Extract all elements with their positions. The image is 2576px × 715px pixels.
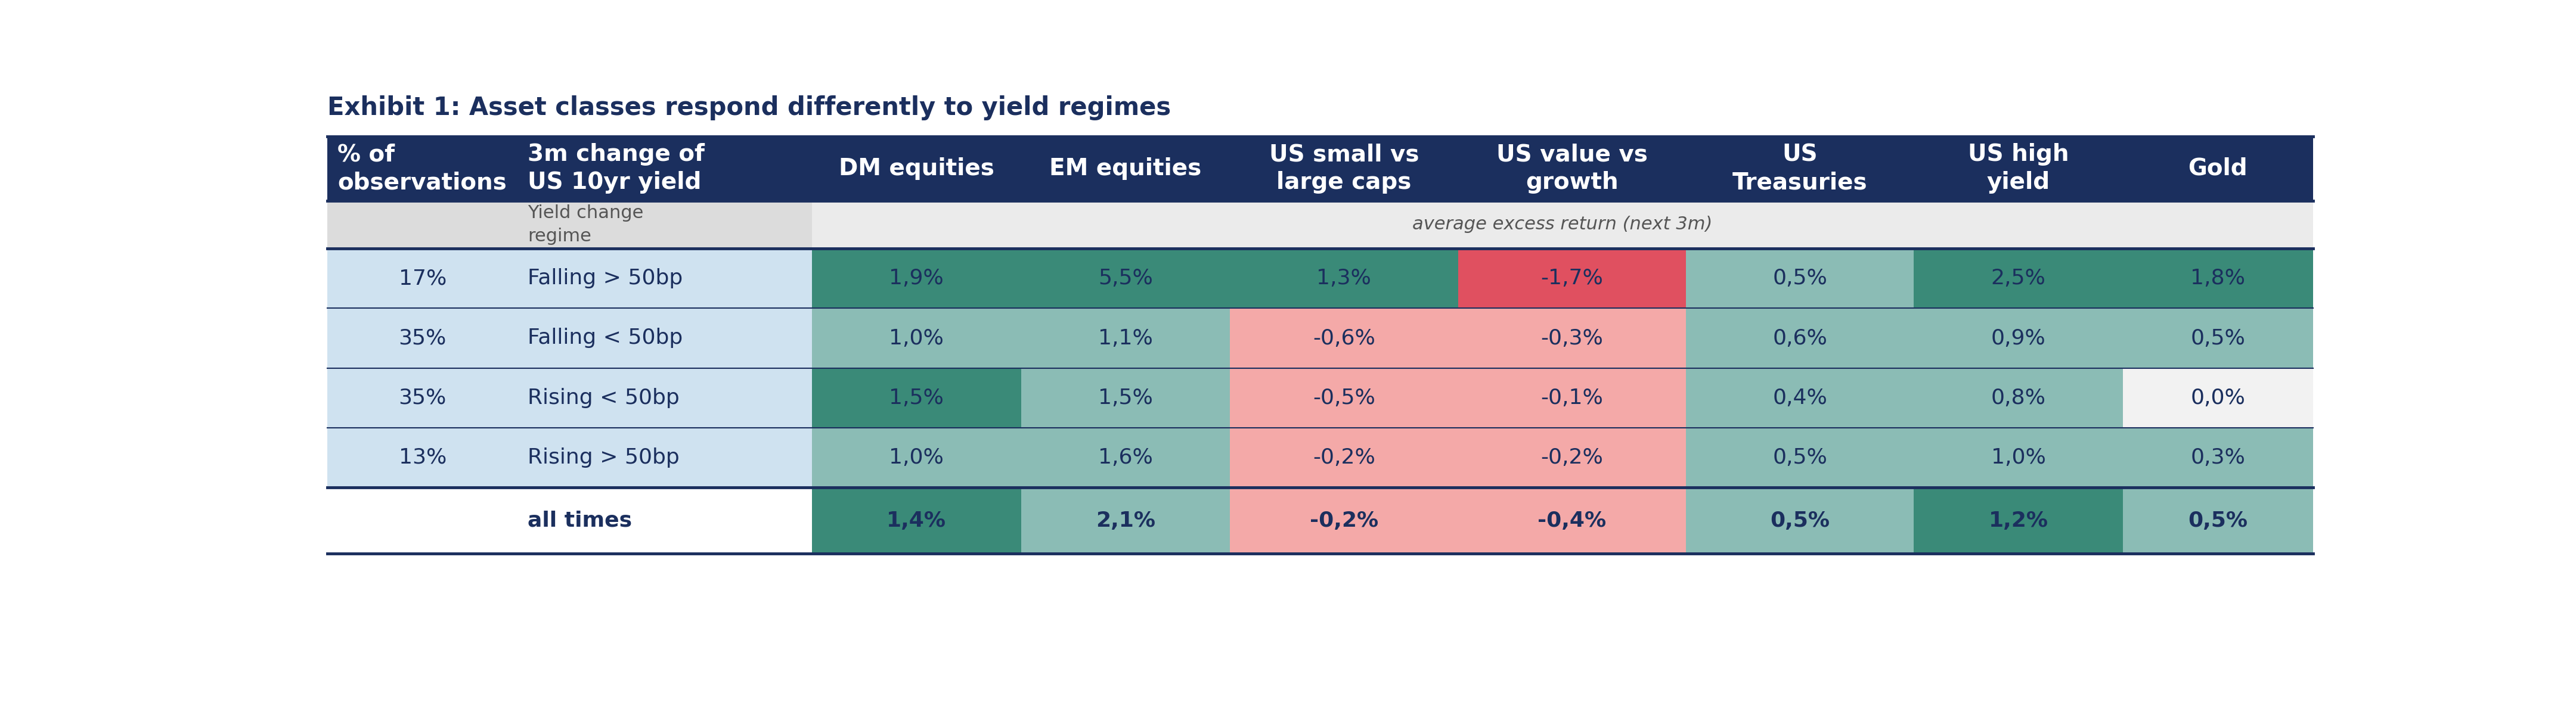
Text: 0,5%: 0,5% xyxy=(2190,328,2246,348)
Text: -0,1%: -0,1% xyxy=(1540,388,1602,408)
Text: 1,9%: 1,9% xyxy=(889,268,943,289)
Text: US high
yield: US high yield xyxy=(1968,143,2069,194)
Bar xyxy=(327,368,811,428)
Bar xyxy=(811,249,1020,308)
Text: 35%: 35% xyxy=(399,328,446,348)
Text: 1,8%: 1,8% xyxy=(2190,268,2246,289)
Bar xyxy=(327,200,811,249)
Bar xyxy=(1020,308,1229,368)
Text: 3m change of
US 10yr yield: 3m change of US 10yr yield xyxy=(528,143,706,194)
Bar xyxy=(2123,249,2313,308)
Text: 1,6%: 1,6% xyxy=(1097,448,1154,468)
Bar xyxy=(811,368,1020,428)
Text: -0,4%: -0,4% xyxy=(1538,511,1607,531)
Bar xyxy=(1020,249,1229,308)
Text: Yield change
regime: Yield change regime xyxy=(528,204,644,245)
Text: -0,2%: -0,2% xyxy=(1540,448,1602,468)
Text: 5,5%: 5,5% xyxy=(1097,268,1154,289)
Bar xyxy=(1914,308,2123,368)
Bar xyxy=(1020,368,1229,428)
Bar xyxy=(2123,308,2313,368)
Text: 1,0%: 1,0% xyxy=(889,448,943,468)
Text: -0,3%: -0,3% xyxy=(1540,328,1602,348)
Bar xyxy=(1685,249,1914,308)
Bar xyxy=(1229,487,1458,553)
Text: -0,6%: -0,6% xyxy=(1314,328,1376,348)
Bar xyxy=(327,487,811,553)
Bar xyxy=(1458,368,1685,428)
Bar xyxy=(327,137,2313,200)
Text: 1,0%: 1,0% xyxy=(1991,448,2045,468)
Text: US value vs
growth: US value vs growth xyxy=(1497,143,1649,194)
Bar xyxy=(1914,428,2123,487)
Bar xyxy=(2123,368,2313,428)
Text: 2,5%: 2,5% xyxy=(1991,268,2045,289)
Bar xyxy=(1020,428,1229,487)
Bar xyxy=(811,428,1020,487)
Text: Rising > 50bp: Rising > 50bp xyxy=(528,448,680,468)
Text: 1,5%: 1,5% xyxy=(889,388,943,408)
Text: Exhibit 1: Asset classes respond differently to yield regimes: Exhibit 1: Asset classes respond differe… xyxy=(327,95,1172,120)
Bar xyxy=(1685,368,1914,428)
Text: 35%: 35% xyxy=(399,388,446,408)
Text: Falling < 50bp: Falling < 50bp xyxy=(528,328,683,348)
Text: EM equities: EM equities xyxy=(1048,157,1200,179)
Bar xyxy=(327,428,811,487)
Text: all times: all times xyxy=(528,511,631,531)
Text: 0,6%: 0,6% xyxy=(1772,328,1826,348)
Bar xyxy=(811,487,1020,553)
Bar xyxy=(1458,487,1685,553)
Text: US small vs
large caps: US small vs large caps xyxy=(1270,143,1419,194)
Text: -0,2%: -0,2% xyxy=(1309,511,1378,531)
Bar xyxy=(327,249,811,308)
Text: Falling > 50bp: Falling > 50bp xyxy=(528,268,683,289)
Text: 0,5%: 0,5% xyxy=(1770,511,1829,531)
Bar xyxy=(1458,428,1685,487)
Bar xyxy=(811,308,1020,368)
Bar xyxy=(1458,308,1685,368)
Bar xyxy=(1229,249,1458,308)
Bar xyxy=(1914,249,2123,308)
Text: 0,5%: 0,5% xyxy=(2187,511,2249,531)
Text: DM equities: DM equities xyxy=(840,157,994,179)
Bar xyxy=(1458,249,1685,308)
Text: 0,0%: 0,0% xyxy=(2190,388,2246,408)
Text: 0,5%: 0,5% xyxy=(1772,448,1826,468)
Text: 0,8%: 0,8% xyxy=(1991,388,2045,408)
Text: 0,3%: 0,3% xyxy=(2190,448,2246,468)
Text: 17%: 17% xyxy=(399,268,446,289)
Text: 2,1%: 2,1% xyxy=(1095,511,1154,531)
Text: 0,4%: 0,4% xyxy=(1772,388,1826,408)
Text: Gold: Gold xyxy=(2187,157,2249,179)
Text: US
Treasuries: US Treasuries xyxy=(1731,143,1868,194)
Bar xyxy=(1685,428,1914,487)
Bar xyxy=(1914,368,2123,428)
Text: Rising < 50bp: Rising < 50bp xyxy=(528,388,680,408)
Text: % of
observations: % of observations xyxy=(337,143,507,194)
Bar xyxy=(2123,428,2313,487)
Text: 1,0%: 1,0% xyxy=(889,328,943,348)
Text: -0,2%: -0,2% xyxy=(1314,448,1376,468)
Text: 13%: 13% xyxy=(399,448,446,468)
Bar xyxy=(1229,368,1458,428)
Bar xyxy=(811,200,2313,249)
Bar xyxy=(1685,308,1914,368)
Text: -1,7%: -1,7% xyxy=(1540,268,1602,289)
Bar xyxy=(1229,308,1458,368)
Text: 1,4%: 1,4% xyxy=(886,511,945,531)
Text: average excess return (next 3m): average excess return (next 3m) xyxy=(1412,216,1713,233)
Bar xyxy=(1229,428,1458,487)
Text: 1,3%: 1,3% xyxy=(1316,268,1370,289)
Text: 1,5%: 1,5% xyxy=(1097,388,1154,408)
Bar xyxy=(327,308,811,368)
Text: 0,9%: 0,9% xyxy=(1991,328,2045,348)
Text: 1,2%: 1,2% xyxy=(1989,511,2048,531)
Bar xyxy=(2123,487,2313,553)
Bar xyxy=(1914,487,2123,553)
Text: 0,5%: 0,5% xyxy=(1772,268,1826,289)
Text: -0,5%: -0,5% xyxy=(1314,388,1376,408)
Bar xyxy=(1020,487,1229,553)
Text: 1,1%: 1,1% xyxy=(1097,328,1154,348)
Bar xyxy=(1685,487,1914,553)
